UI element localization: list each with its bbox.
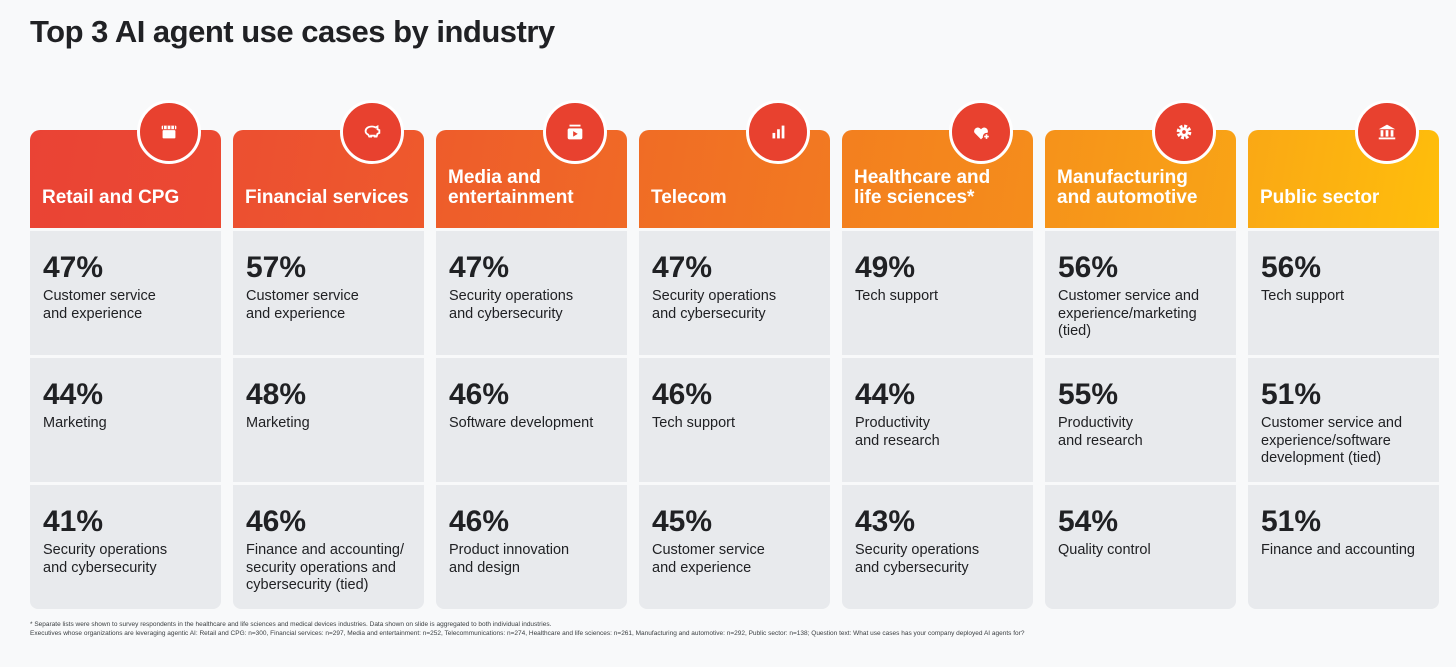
- use-case-card: 46% Tech support: [639, 358, 830, 482]
- use-case-label: Productivity and research: [1058, 415, 1143, 449]
- page-title: Top 3 AI agent use cases by industry: [30, 14, 555, 49]
- footnote-asterisk: * Separate lists were shown to survey re…: [30, 621, 552, 628]
- use-case-label: Security operations and cybersecurity: [652, 288, 777, 322]
- use-case-card: 48% Marketing: [233, 358, 424, 482]
- piggy-bank-icon: [340, 100, 404, 164]
- industry-column: Media and entertainment 47% Security ope…: [436, 100, 627, 609]
- use-case-percent: 46%: [449, 378, 510, 411]
- use-case-percent: 46%: [652, 378, 713, 411]
- industry-header: Media and entertainment: [436, 100, 627, 228]
- use-case-percent: 46%: [246, 505, 307, 538]
- footnote-sample: Executives whose organizations are lever…: [30, 630, 1025, 637]
- use-case-card: 56% Customer service and experience/mark…: [1045, 231, 1236, 355]
- use-case-card: 43% Security operations and cybersecurit…: [842, 485, 1033, 609]
- use-case-percent: 54%: [1058, 505, 1119, 538]
- use-case-label: Productivity and research: [855, 415, 940, 449]
- use-case-percent: 56%: [1261, 251, 1322, 284]
- industry-column: Healthcare and life sciences* 49% Tech s…: [842, 100, 1033, 609]
- industry-column: Telecom 47% Security operations and cybe…: [639, 100, 830, 609]
- use-case-card: 45% Customer service and experience: [639, 485, 830, 609]
- use-case-percent: 51%: [1261, 378, 1322, 411]
- use-case-card: 49% Tech support: [842, 231, 1033, 355]
- use-case-label: Customer service and experience: [43, 288, 156, 322]
- use-case-percent: 51%: [1261, 505, 1322, 538]
- use-case-label: Finance and accounting: [1261, 542, 1415, 558]
- storefront-icon: [137, 100, 201, 164]
- use-case-percent: 47%: [43, 251, 104, 284]
- use-case-label: Customer service and experience: [652, 542, 765, 576]
- use-case-label: Marketing: [43, 415, 107, 431]
- use-case-card: 44% Marketing: [30, 358, 221, 482]
- use-case-label: Customer service and experience/software…: [1261, 415, 1403, 466]
- use-case-card: 41% Security operations and cybersecurit…: [30, 485, 221, 609]
- use-case-percent: 57%: [246, 251, 307, 284]
- industry-header: Healthcare and life sciences*: [842, 100, 1033, 228]
- industry-header: Financial services: [233, 100, 424, 228]
- industry-name: Financial services: [245, 187, 409, 208]
- bank-icon: [1355, 100, 1419, 164]
- bar-chart-icon: [746, 100, 810, 164]
- industry-name: Media and entertainment: [448, 167, 574, 208]
- heart-plus-icon: [949, 100, 1013, 164]
- use-case-card: 56% Tech support: [1248, 231, 1439, 355]
- use-case-percent: 44%: [855, 378, 916, 411]
- use-case-label: Finance and accounting/ security operati…: [246, 542, 404, 593]
- use-case-card: 44% Productivity and research: [842, 358, 1033, 482]
- use-case-card: 51% Finance and accounting: [1248, 485, 1439, 609]
- use-case-percent: 41%: [43, 505, 104, 538]
- use-case-label: Software development: [449, 415, 594, 431]
- use-case-card: 51% Customer service and experience/soft…: [1248, 358, 1439, 482]
- use-case-percent: 43%: [855, 505, 916, 538]
- use-case-label: Customer service and experience/marketin…: [1058, 288, 1200, 339]
- use-case-label: Tech support: [855, 288, 939, 304]
- video-library-icon: [543, 100, 607, 164]
- use-case-card: 57% Customer service and experience: [233, 231, 424, 355]
- use-case-label: Security operations and cybersecurity: [43, 542, 168, 576]
- use-case-card: 46% Finance and accounting/ security ope…: [233, 485, 424, 609]
- use-case-label: Security operations and cybersecurity: [855, 542, 980, 576]
- use-case-card: 47% Security operations and cybersecurit…: [639, 231, 830, 355]
- industry-column: Public sector 56% Tech support 51% Custo…: [1248, 100, 1439, 609]
- industry-column: Financial services 57% Customer service …: [233, 100, 424, 609]
- use-case-label: Marketing: [246, 415, 310, 431]
- industry-header: Public sector: [1248, 100, 1439, 228]
- industry-name: Telecom: [651, 187, 727, 208]
- use-case-card: 47% Customer service and experience: [30, 231, 221, 355]
- industry-header: Manufacturing and automotive: [1045, 100, 1236, 228]
- use-case-percent: 55%: [1058, 378, 1119, 411]
- use-case-card: 47% Security operations and cybersecurit…: [436, 231, 627, 355]
- industry-name: Manufacturing and automotive: [1057, 167, 1198, 208]
- industry-name: Retail and CPG: [42, 187, 180, 208]
- use-case-label: Product innovation and design: [449, 542, 570, 576]
- industry-header: Retail and CPG: [30, 100, 221, 228]
- use-case-label: Security operations and cybersecurity: [449, 288, 574, 322]
- gear-icon: [1152, 100, 1216, 164]
- use-case-label: Tech support: [1261, 288, 1345, 304]
- use-case-percent: 47%: [652, 251, 713, 284]
- use-case-percent: 56%: [1058, 251, 1119, 284]
- industry-name: Public sector: [1260, 187, 1380, 208]
- use-case-card: 54% Quality control: [1045, 485, 1236, 609]
- use-case-label: Quality control: [1058, 542, 1151, 558]
- use-case-card: 46% Software development: [436, 358, 627, 482]
- use-case-percent: 44%: [43, 378, 104, 411]
- use-case-label: Customer service and experience: [246, 288, 359, 322]
- industry-column: Retail and CPG 47% Customer service and …: [30, 100, 221, 609]
- industry-header: Telecom: [639, 100, 830, 228]
- industry-name: Healthcare and life sciences*: [854, 167, 991, 208]
- use-case-percent: 49%: [855, 251, 916, 284]
- industry-column: Manufacturing and automotive 56% Custome…: [1045, 100, 1236, 609]
- use-case-card: 46% Product innovation and design: [436, 485, 627, 609]
- use-case-percent: 46%: [449, 505, 510, 538]
- use-case-percent: 45%: [652, 505, 713, 538]
- use-case-label: Tech support: [652, 415, 736, 431]
- use-case-card: 55% Productivity and research: [1045, 358, 1236, 482]
- use-case-percent: 48%: [246, 378, 307, 411]
- use-case-percent: 47%: [449, 251, 510, 284]
